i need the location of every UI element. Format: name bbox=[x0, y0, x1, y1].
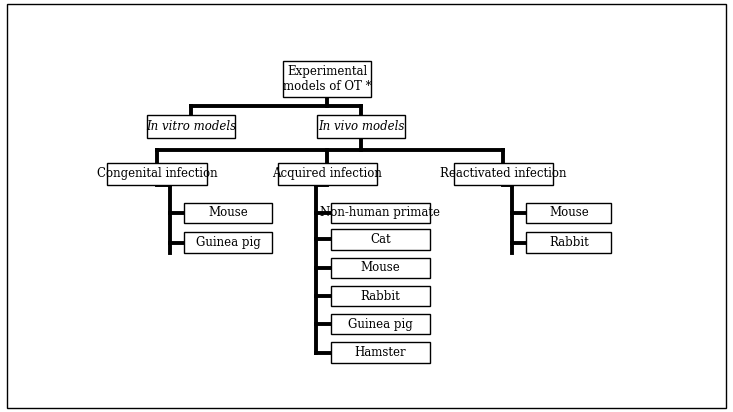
FancyBboxPatch shape bbox=[526, 232, 611, 253]
FancyBboxPatch shape bbox=[331, 286, 430, 306]
Text: Experimental
models of OT *: Experimental models of OT * bbox=[283, 65, 372, 93]
FancyBboxPatch shape bbox=[278, 162, 377, 185]
FancyBboxPatch shape bbox=[184, 232, 272, 253]
Text: Reactivated infection: Reactivated infection bbox=[441, 167, 567, 180]
Text: Rabbit: Rabbit bbox=[549, 236, 589, 249]
Text: Non-human primate: Non-human primate bbox=[320, 206, 441, 219]
Text: Mouse: Mouse bbox=[361, 261, 400, 274]
FancyBboxPatch shape bbox=[147, 115, 235, 138]
Text: Hamster: Hamster bbox=[354, 346, 406, 359]
FancyBboxPatch shape bbox=[454, 162, 553, 185]
Text: Mouse: Mouse bbox=[208, 206, 248, 219]
FancyBboxPatch shape bbox=[284, 61, 372, 97]
FancyBboxPatch shape bbox=[331, 258, 430, 278]
FancyBboxPatch shape bbox=[317, 115, 405, 138]
FancyBboxPatch shape bbox=[331, 314, 430, 335]
FancyBboxPatch shape bbox=[331, 203, 430, 223]
FancyBboxPatch shape bbox=[107, 162, 207, 185]
FancyBboxPatch shape bbox=[331, 342, 430, 363]
Text: In vitro models: In vitro models bbox=[146, 120, 236, 133]
FancyBboxPatch shape bbox=[331, 229, 430, 250]
Text: Rabbit: Rabbit bbox=[361, 290, 400, 302]
Text: Congenital infection: Congenital infection bbox=[97, 167, 217, 180]
Text: Acquired infection: Acquired infection bbox=[273, 167, 383, 180]
Text: Guinea pig: Guinea pig bbox=[348, 318, 413, 331]
Text: Guinea pig: Guinea pig bbox=[196, 236, 260, 249]
Text: In vivo models: In vivo models bbox=[318, 120, 405, 133]
Text: Mouse: Mouse bbox=[549, 206, 589, 219]
FancyBboxPatch shape bbox=[184, 203, 272, 223]
FancyBboxPatch shape bbox=[526, 203, 611, 223]
Text: Cat: Cat bbox=[370, 233, 391, 246]
